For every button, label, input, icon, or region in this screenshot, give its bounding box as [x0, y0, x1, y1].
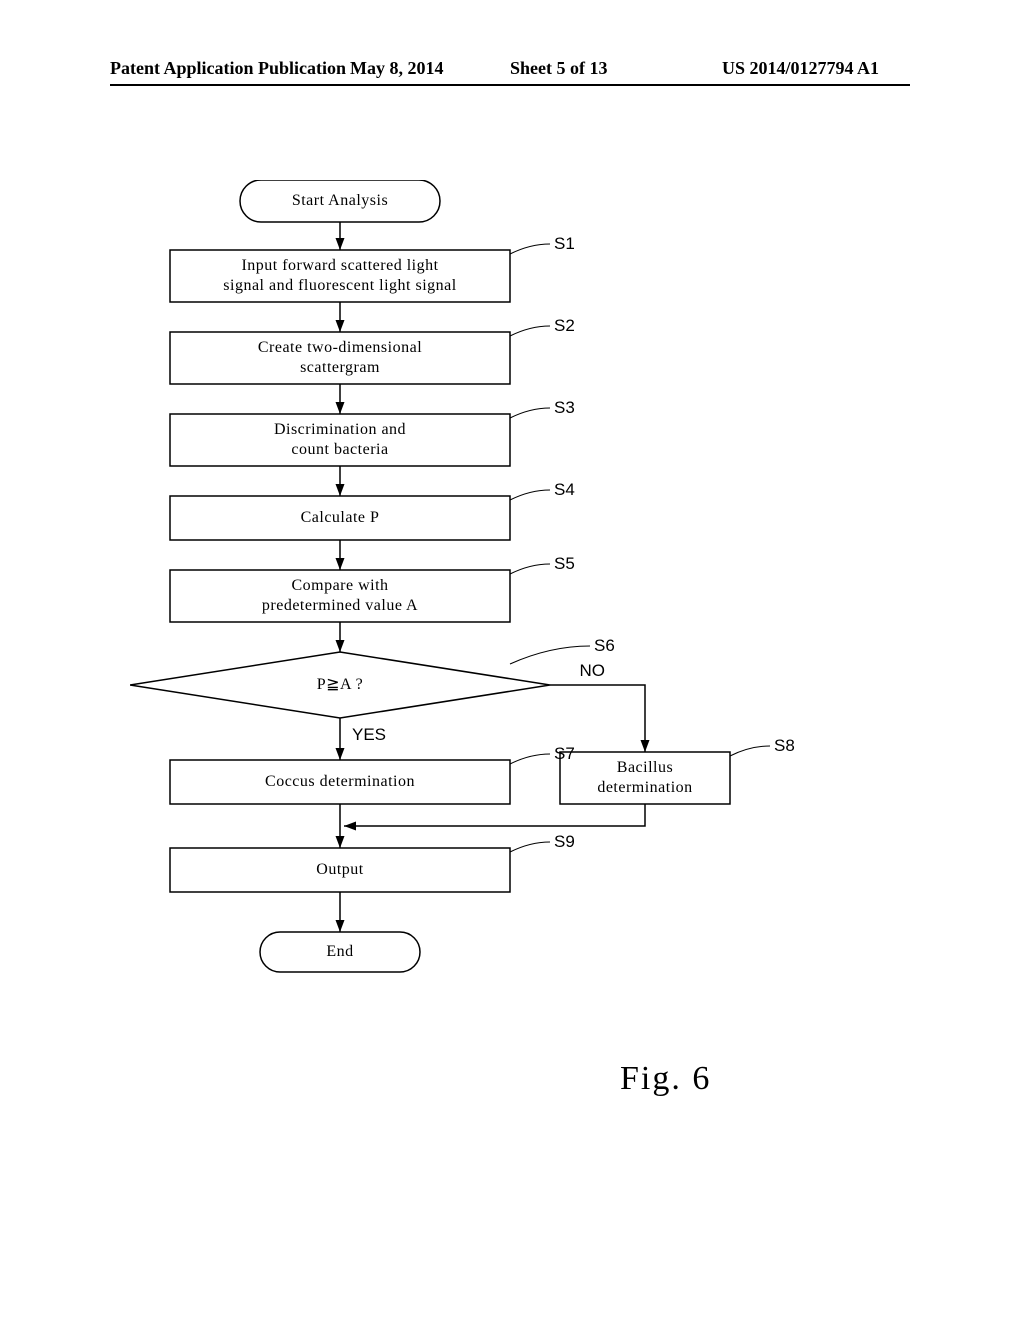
flowchart: Start AnalysisInput forward scattered li… — [130, 180, 890, 1080]
page: Patent Application Publication May 8, 20… — [0, 0, 1024, 1320]
header-publication: Patent Application Publication — [110, 58, 346, 79]
header-pubno: US 2014/0127794 A1 — [722, 58, 879, 79]
header-date: May 8, 2014 — [350, 58, 444, 79]
figure-caption: Fig. 6 — [620, 1060, 711, 1098]
header-sheet: Sheet 5 of 13 — [510, 58, 608, 79]
header-rule — [110, 84, 910, 86]
